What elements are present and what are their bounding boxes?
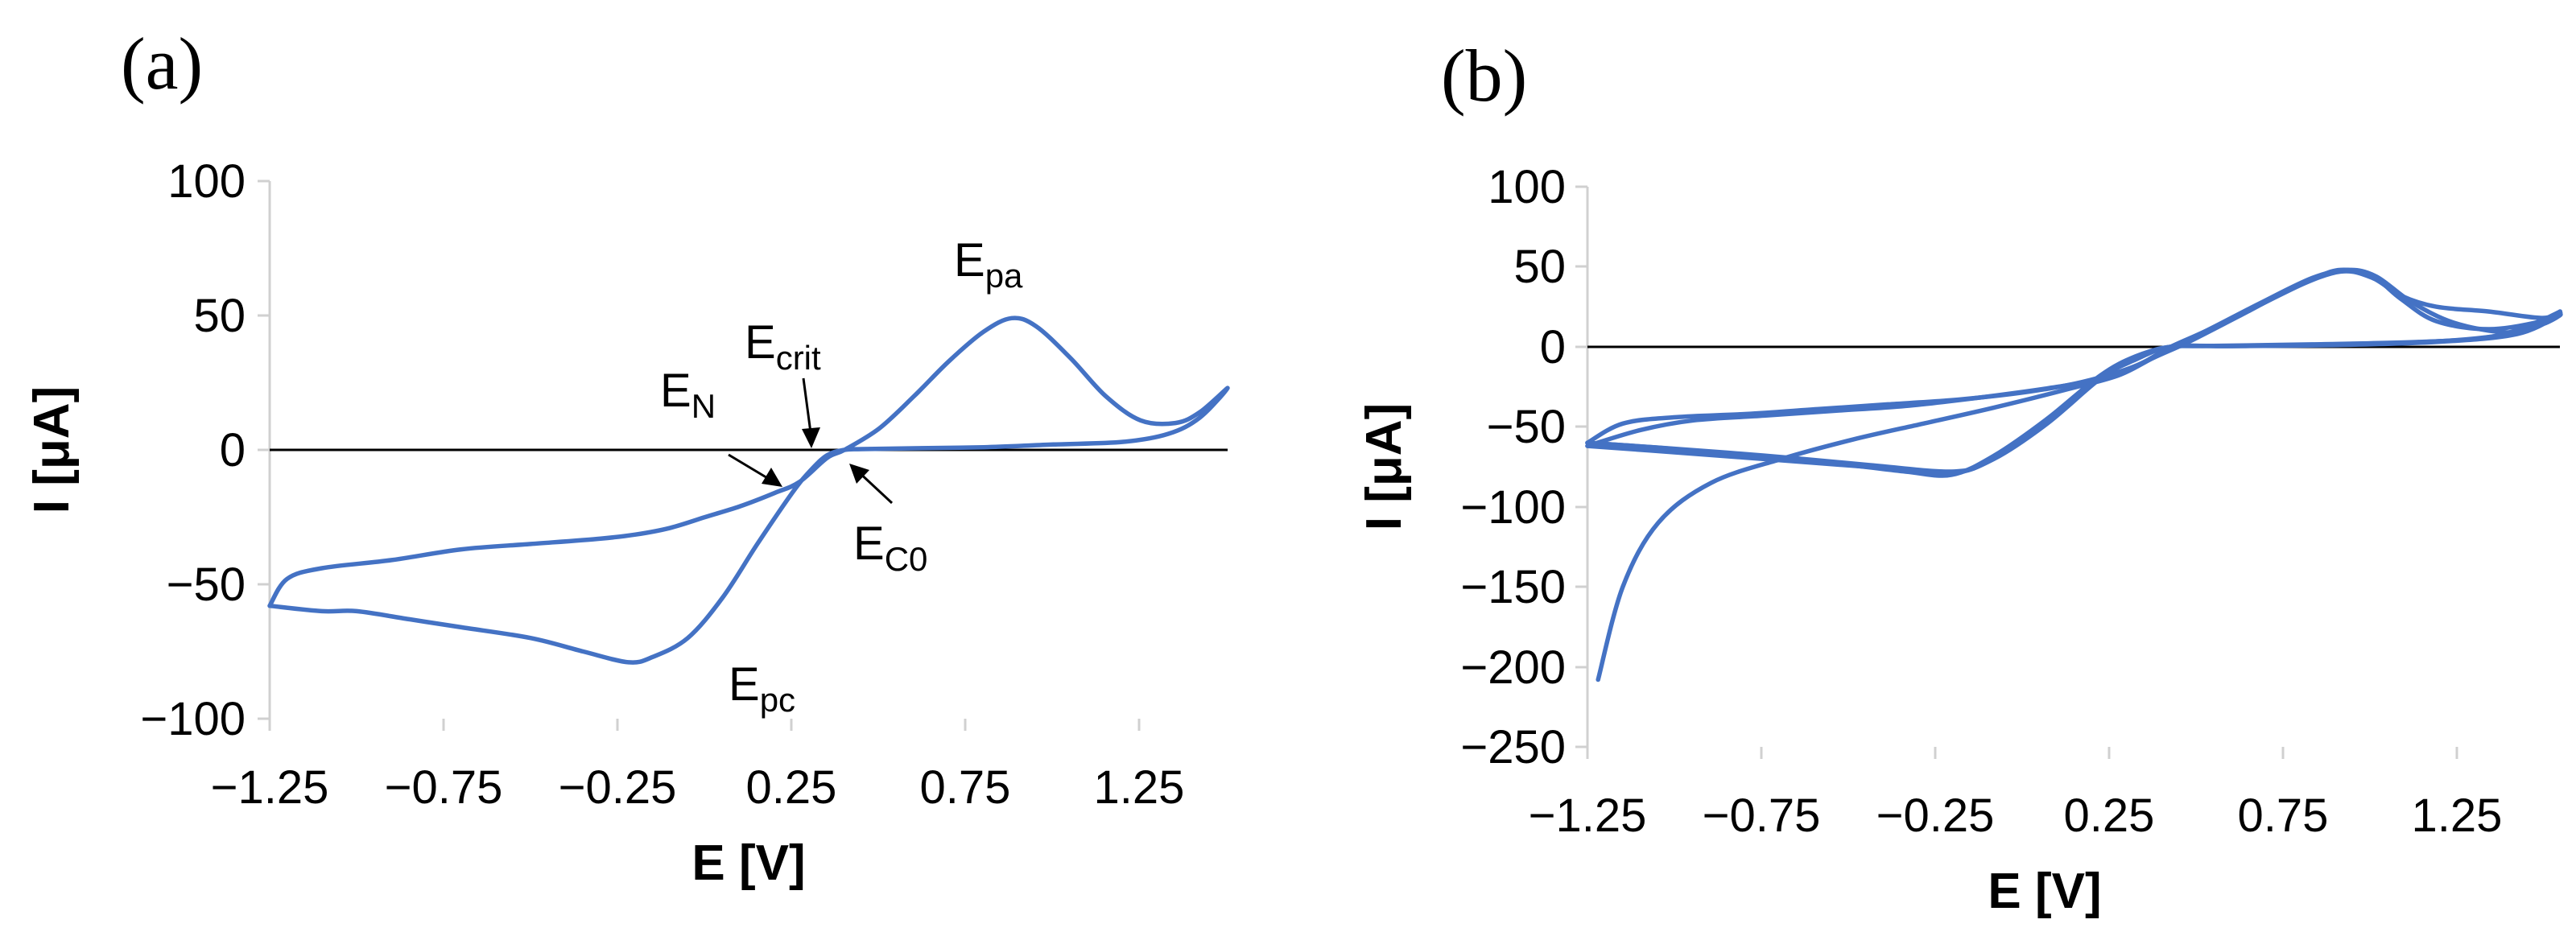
- en-arrow: [728, 453, 774, 483]
- panel-a-annotation-epc: Epc: [729, 658, 795, 719]
- panel-a-annotation-ec0: EC0: [853, 517, 927, 578]
- panel-a-annotation-ecrit: Ecrit: [745, 316, 821, 377]
- ecrit-arrow-head: [802, 427, 820, 448]
- panel-b-cv-curve-1: [1585, 269, 2563, 682]
- panel-a-x-axis-title: E [V]: [691, 835, 805, 891]
- panel-b-y-tick-label: 0: [1540, 321, 1566, 373]
- panel-a-x-tick-label: −0.25: [559, 761, 677, 814]
- panel-a-annotation-epa: Epa: [954, 234, 1023, 295]
- panel-a: (a) 100 50 0 −50 −100 −1.25 −0.75 −0.25 …: [24, 23, 1230, 891]
- panel-b-x-ticks: −1.25 −0.75 −0.25 0.25 0.75 1.25: [1529, 747, 2503, 842]
- panel-a-y-tick-label: −100: [140, 693, 246, 745]
- panel-b-x-tick-label: 1.25: [2412, 790, 2503, 842]
- ecrit-main: E: [745, 316, 776, 369]
- panel-a-y-ticks: 100 50 0 −50 −100: [140, 155, 270, 745]
- panel-a-cv-curve: [267, 315, 1230, 665]
- panel-b-x-tick-label: −0.25: [1876, 790, 1995, 842]
- en-sub: N: [691, 387, 716, 425]
- panel-b-y-tick-label: −100: [1460, 481, 1566, 534]
- panel-b-label: (b): [1441, 35, 1527, 117]
- panel-a-y-tick-label: 100: [167, 155, 246, 208]
- panel-b-y-tick-label: −250: [1460, 721, 1566, 773]
- panel-b-cv-curve-3: [1585, 267, 2563, 474]
- ec0-sub: C0: [885, 540, 928, 578]
- ec0-arrow-head: [849, 464, 869, 484]
- panel-b-y-tick-label: −150: [1460, 561, 1566, 613]
- panel-a-y-tick-label: 50: [193, 290, 246, 342]
- panel-a-x-tick-label: −1.25: [211, 761, 329, 814]
- panel-a-annotation-en: EN: [660, 365, 716, 425]
- panel-a-y-tick-label: 0: [220, 424, 246, 476]
- panel-b-x-tick-label: −0.75: [1703, 790, 1821, 842]
- panel-b-x-tick-label: 0.75: [2238, 790, 2329, 842]
- panel-a-y-axis-title: I [μA]: [24, 386, 80, 513]
- en-arrow-head: [762, 468, 782, 487]
- panel-a-x-tick-label: 1.25: [1094, 761, 1185, 814]
- panel-a-x-ticks: −1.25 −0.75 −0.25 0.25 0.75 1.25: [211, 719, 1185, 814]
- panel-a-annotation-arrows: [728, 377, 894, 505]
- panel-b: (b) 100 50 0 −50 −100 −150 −200 −250: [1356, 35, 2563, 919]
- panel-a-label: (a): [121, 23, 203, 105]
- epc-main: E: [729, 658, 760, 711]
- panel-a-x-tick-label: 0.75: [920, 761, 1011, 814]
- panel-b-y-tick-label: −200: [1460, 641, 1566, 694]
- ec0-main: E: [853, 517, 885, 570]
- panel-b-y-tick-label: −50: [1487, 401, 1566, 453]
- epa-main: E: [954, 234, 985, 287]
- panel-b-x-tick-label: −1.25: [1529, 790, 1647, 842]
- ecrit-sub: crit: [776, 339, 821, 377]
- panel-b-y-ticks: 100 50 0 −50 −100 −150 −200 −250: [1460, 161, 1587, 773]
- panel-b-x-axis-title: E [V]: [1988, 864, 2101, 919]
- panel-a-y-tick-label: −50: [167, 559, 246, 611]
- panel-b-y-tick-label: 100: [1488, 161, 1566, 213]
- panel-a-x-tick-label: −0.75: [385, 761, 503, 814]
- en-main: E: [660, 365, 691, 417]
- epc-sub: pc: [760, 681, 795, 719]
- epa-sub: pa: [985, 257, 1023, 295]
- panel-b-x-tick-label: 0.25: [2064, 790, 2155, 842]
- panel-b-y-tick-label: 50: [1513, 241, 1566, 293]
- panel-a-x-tick-label: 0.25: [746, 761, 837, 814]
- panel-b-y-axis-title: I [μA]: [1356, 403, 1412, 530]
